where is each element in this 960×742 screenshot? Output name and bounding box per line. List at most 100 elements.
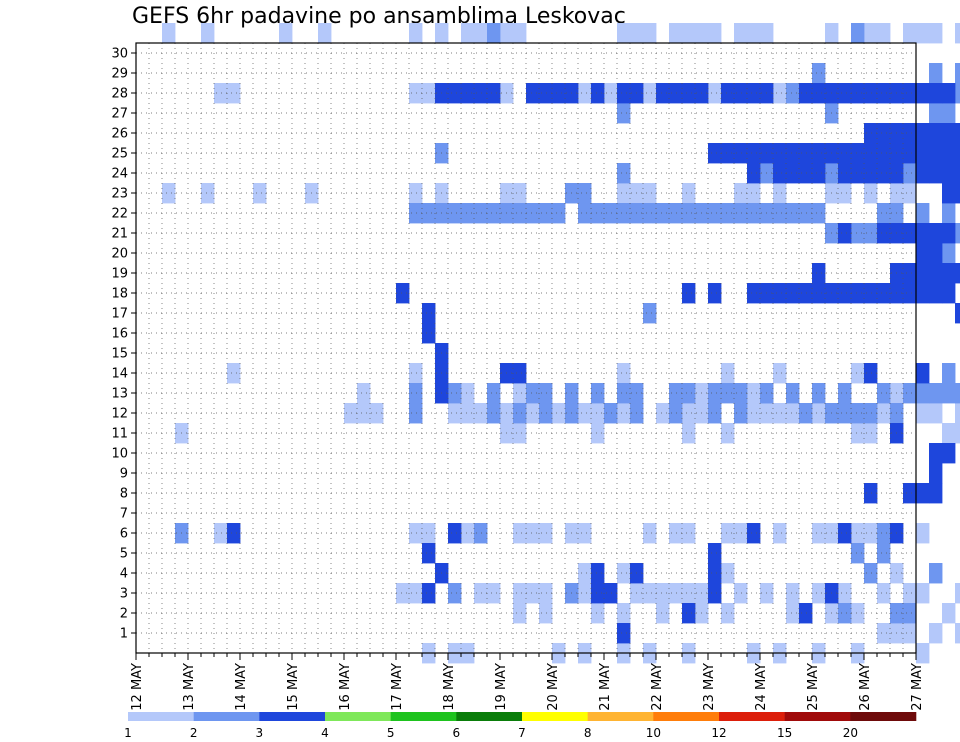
heatmap-cell: [851, 403, 865, 424]
y-tick-label: 22: [111, 207, 128, 222]
heatmap-cell: [838, 283, 852, 304]
heatmap-cell: [942, 163, 956, 184]
heatmap-cell: [955, 263, 960, 284]
heatmap-cell: [903, 483, 917, 504]
heatmap-cell: [409, 183, 423, 204]
heatmap-cell: [708, 383, 722, 404]
heatmap-cell: [708, 563, 722, 584]
heatmap-cell: [877, 623, 891, 644]
heatmap-cell: [942, 363, 956, 384]
heatmap-cell: [409, 363, 423, 384]
heatmap-cell: [461, 83, 475, 104]
y-tick-label: 16: [111, 327, 128, 342]
legend-swatch: [522, 712, 588, 721]
heatmap-cell: [617, 563, 631, 584]
legend-swatch: [325, 712, 391, 721]
heatmap-cell: [201, 183, 215, 204]
heatmap-cell: [617, 103, 631, 124]
heatmap-cell: [838, 163, 852, 184]
heatmap-cell: [682, 203, 696, 224]
y-axis: 1234567891011121314151617181920212223242…: [111, 47, 136, 642]
x-tick-label: 18 MAY: [442, 663, 457, 711]
x-tick-label: 26 MAY: [858, 663, 873, 711]
heatmap-cell: [539, 83, 553, 104]
heatmap-cell: [500, 23, 514, 44]
heatmap-cell: [799, 143, 813, 164]
heatmap-cell: [786, 403, 800, 424]
heatmap-cell: [461, 523, 475, 544]
heatmap-cell: [773, 203, 787, 224]
heatmap-cell: [903, 143, 917, 164]
heatmap-cell: [617, 623, 631, 644]
heatmap-cell: [448, 383, 462, 404]
heatmap-cell: [721, 523, 735, 544]
color-legend: 1 2 3 4 5 6 7 8 10 12 15 20: [124, 712, 917, 740]
heatmap-cell: [916, 203, 930, 224]
x-tick-label: 15 MAY: [286, 663, 301, 711]
heatmap-cell: [786, 83, 800, 104]
heatmap-cell: [708, 543, 722, 564]
heatmap-cell: [747, 163, 761, 184]
heatmap-cell: [513, 383, 527, 404]
heatmap-cell: [903, 623, 917, 644]
heatmap-cell: [422, 83, 436, 104]
heatmap-cell: [513, 363, 527, 384]
heatmap-cell: [851, 143, 865, 164]
heatmap-cell: [526, 583, 540, 604]
heatmap-cell: [721, 563, 735, 584]
heatmap-cell: [929, 223, 943, 244]
heatmap-cell: [812, 203, 826, 224]
heatmap-cell: [591, 203, 605, 224]
heatmap-cell: [929, 463, 943, 484]
heatmap-cell: [942, 383, 956, 404]
heatmap-cell: [552, 83, 566, 104]
heatmap-cell: [877, 23, 891, 44]
heatmap-cell: [734, 143, 748, 164]
legend-label: 15: [777, 726, 792, 740]
heatmap-cell: [513, 423, 527, 444]
heatmap-cell: [422, 523, 436, 544]
heatmap-cell: [643, 183, 657, 204]
heatmap-cell: [604, 583, 618, 604]
heatmap-cell: [838, 583, 852, 604]
x-tick-label: 23 MAY: [702, 663, 717, 711]
heatmap-cell: [682, 23, 696, 44]
legend-label: 10: [646, 726, 661, 740]
heatmap-cell: [162, 23, 176, 44]
heatmap-cell: [669, 523, 683, 544]
heatmap-cell: [773, 163, 787, 184]
heatmap-cell: [487, 83, 501, 104]
heatmap-cell: [825, 23, 839, 44]
heatmap-cell: [682, 383, 696, 404]
heatmap-cell: [357, 403, 371, 424]
heatmap-cell: [799, 203, 813, 224]
heatmap-cell: [877, 123, 891, 144]
heatmap-cell: [487, 203, 501, 224]
heatmap-cell: [864, 183, 878, 204]
heatmap-cell: [656, 203, 670, 224]
heatmap-cell: [461, 383, 475, 404]
heatmap-cell: [877, 283, 891, 304]
y-tick-label: 24: [111, 167, 128, 182]
heatmap-cell: [877, 143, 891, 164]
heatmap-cell: [591, 83, 605, 104]
heatmap-cell: [773, 363, 787, 384]
heatmap-cell: [526, 403, 540, 424]
heatmap-cell: [747, 283, 761, 304]
heatmap-cell: [396, 583, 410, 604]
heatmap-cell: [903, 263, 917, 284]
heatmap-cell: [409, 83, 423, 104]
heatmap-cell: [955, 623, 960, 644]
heatmap-cell: [578, 563, 592, 584]
heatmap-cell: [695, 23, 709, 44]
heatmap-cell: [955, 83, 960, 104]
heatmap-cell: [929, 243, 943, 264]
heatmap-cell: [838, 603, 852, 624]
heatmap-cell: [760, 23, 774, 44]
heatmap-cell: [721, 423, 735, 444]
heatmap-cell: [851, 23, 865, 44]
heatmap-cell: [773, 183, 787, 204]
heatmap-cell: [838, 83, 852, 104]
heatmap-cell: [591, 603, 605, 624]
heatmap-cell: [682, 423, 696, 444]
